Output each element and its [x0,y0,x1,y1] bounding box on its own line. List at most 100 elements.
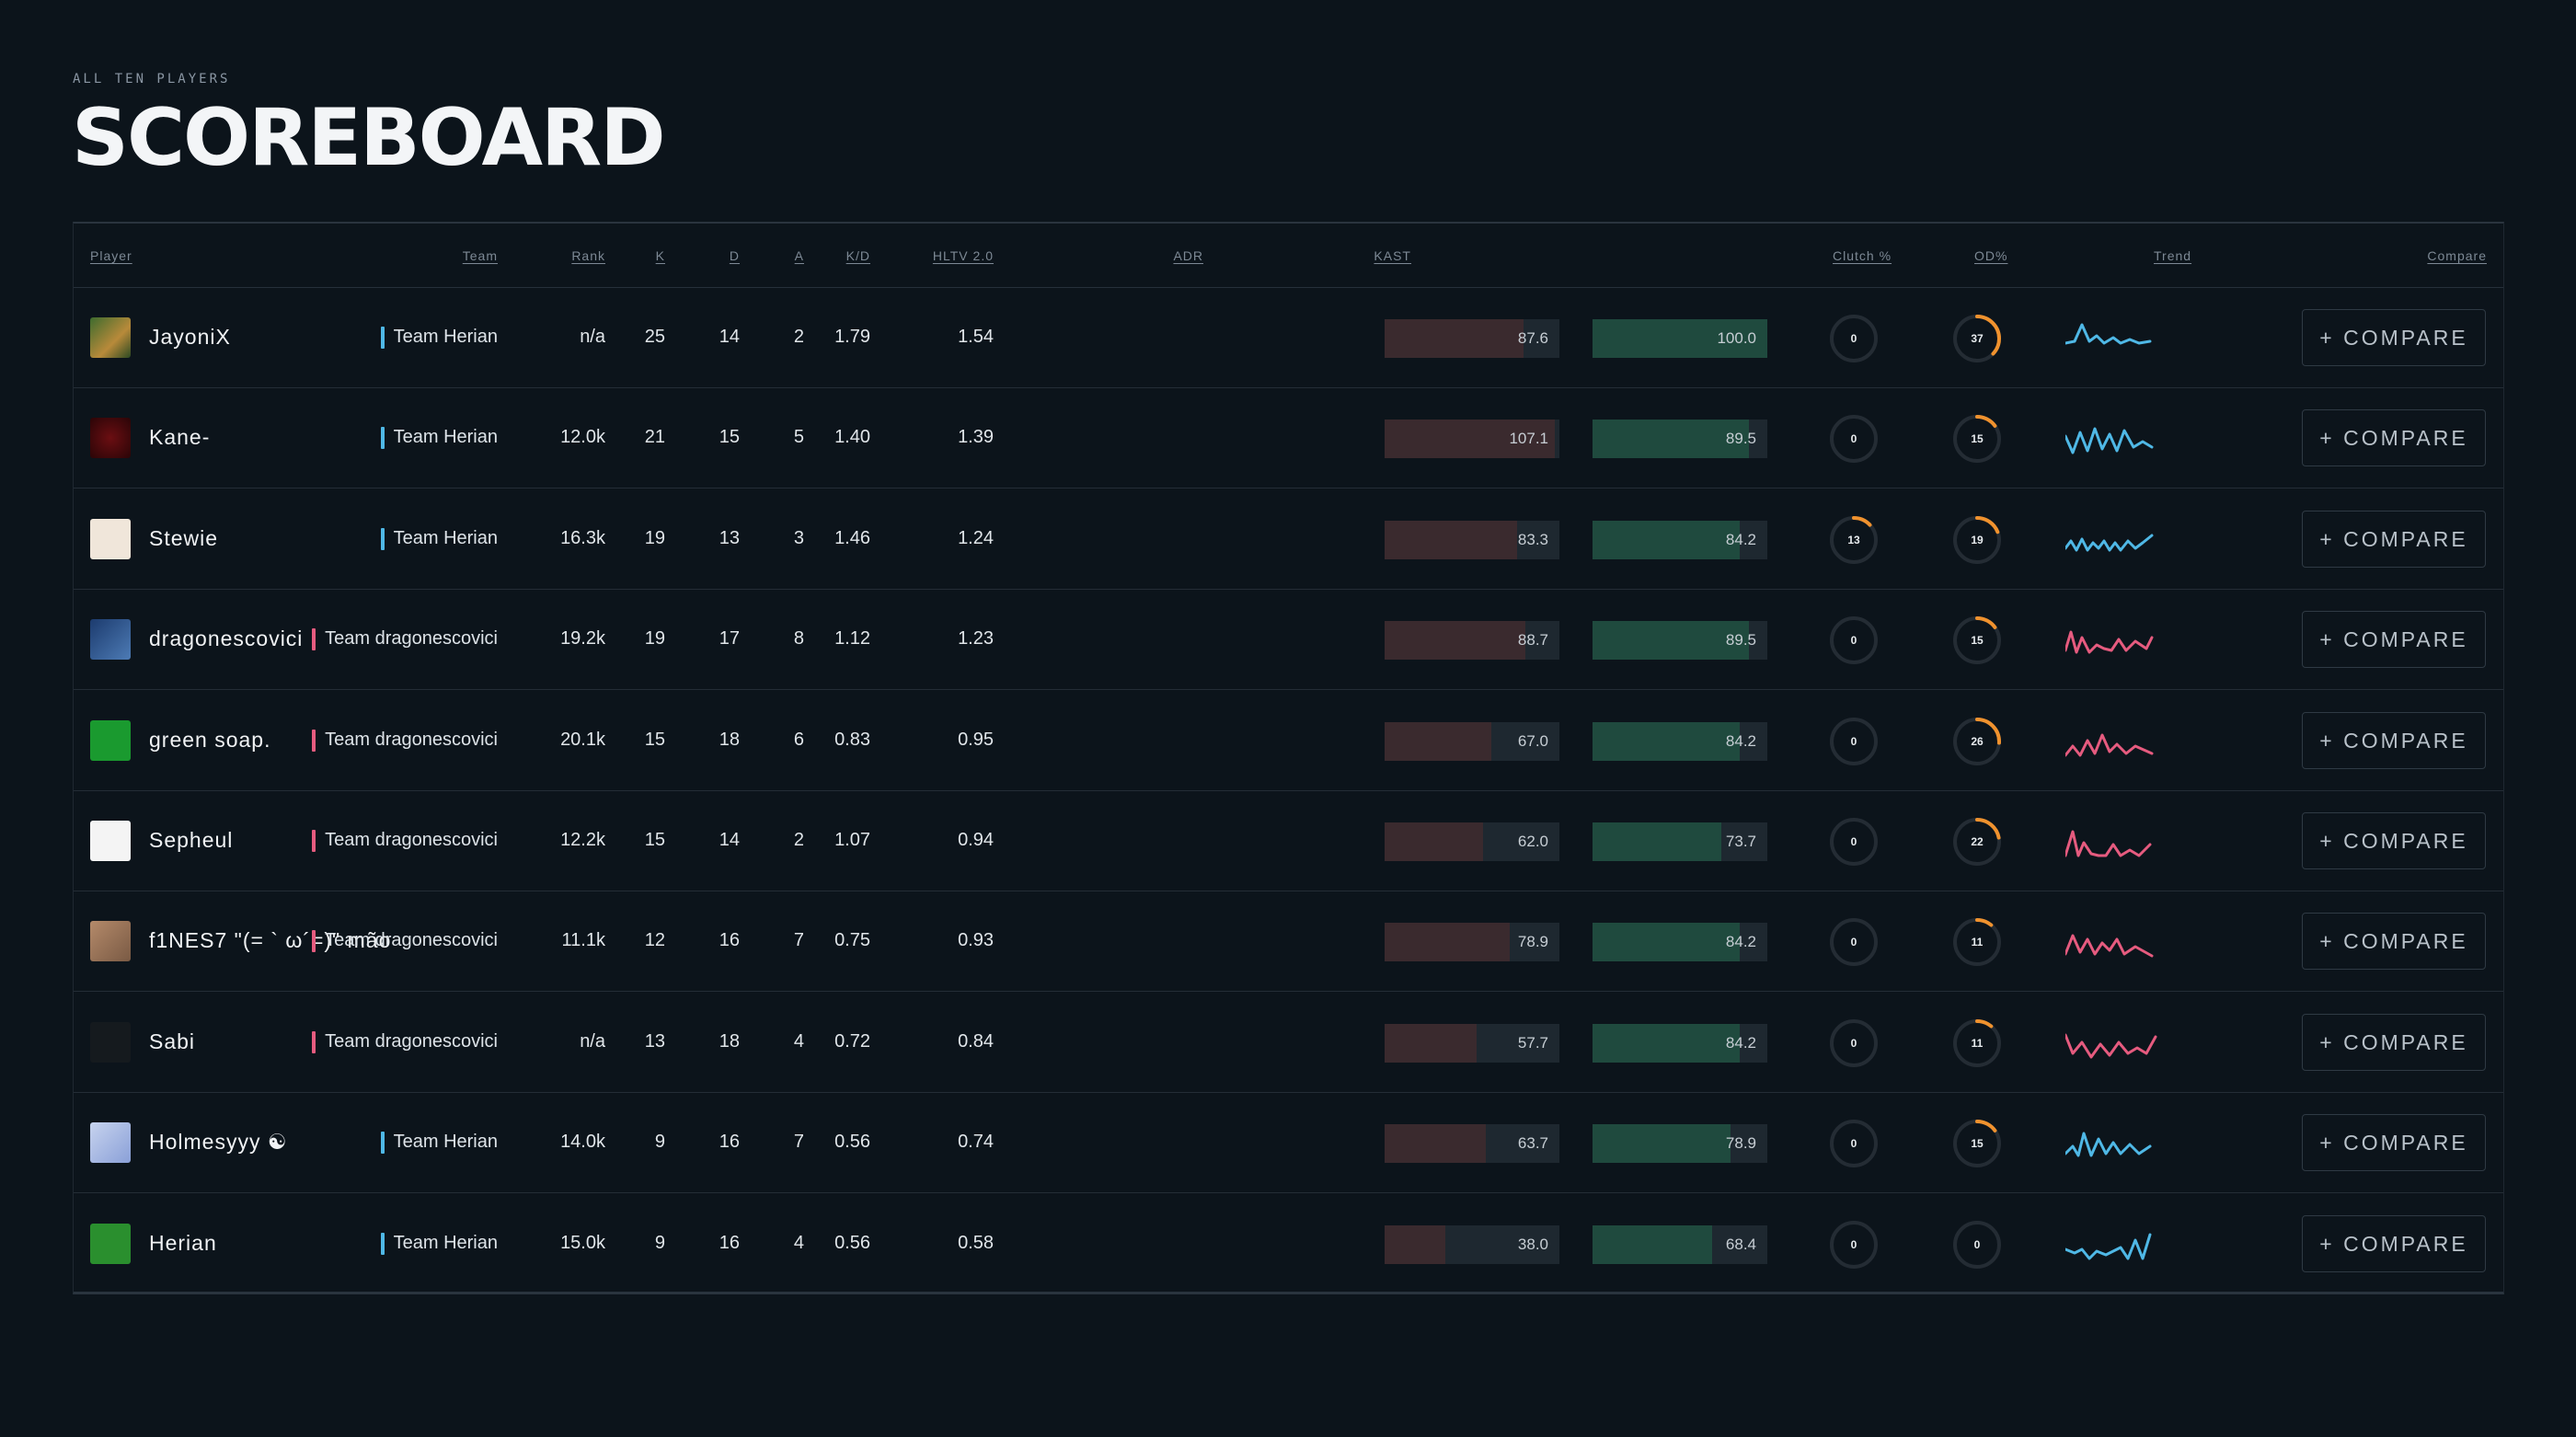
kast-value: 68.4 [1725,1235,1756,1253]
scoreboard-table: Player Team Rank K D A K/D HLTV 2.0 ADR … [73,222,2504,1294]
col-hltv[interactable]: HLTV 2.0 [932,248,994,263]
adr-bar-fill [1385,1224,1445,1264]
compare-button[interactable]: + COMPARE [2302,812,2486,869]
col-kd[interactable]: K/D [845,248,870,263]
kd-value: 1.79 [834,327,870,347]
player-name[interactable]: Herian [149,1230,217,1255]
compare-button[interactable]: + COMPARE [2302,913,2486,971]
adr-bar-fill [1385,621,1526,661]
kast-bar: 100.0 [1593,319,1767,358]
player-name[interactable]: green soap. [149,727,271,752]
adr-value: 78.9 [1517,933,1548,951]
adr-bar: 38.0 [1385,1224,1559,1264]
table-row: Herian Team Herian 15.0k 9 16 4 0.56 0.5… [74,1194,2503,1294]
page-title: SCOREBOARD [72,92,666,184]
rank-value: 12.2k [560,830,605,850]
kast-bar-fill [1593,822,1722,861]
compare-button[interactable]: + COMPARE [2302,409,2486,467]
compare-button[interactable]: + COMPARE [2302,510,2486,568]
table-row: Holmesyyy ☯ Team Herian 14.0k 9 16 7 0.5… [74,1093,2503,1194]
deaths-value: 14 [719,327,740,347]
od-ring: 15 [1951,413,2003,465]
photo-avatar [90,921,131,962]
adr-bar-fill [1385,923,1511,962]
trend-sparkline [2065,1132,2152,1157]
compare-button[interactable]: + COMPARE [2302,611,2486,669]
deaths-value: 15 [719,427,740,448]
assists-value: 5 [793,427,804,448]
team-name: Team Herian [380,327,498,349]
col-od[interactable]: OD% [1974,248,2008,263]
col-k[interactable]: K [655,248,665,263]
clutch-value: 0 [1850,332,1857,345]
col-player[interactable]: Player [90,248,132,263]
eyebrow-label: ALL TEN PLAYERS [73,72,231,86]
compare-button[interactable]: + COMPARE [2302,309,2486,366]
assists-value: 8 [793,628,804,650]
player-name[interactable]: Holmesyyy ☯ [149,1130,288,1155]
col-team[interactable]: Team [462,248,498,263]
clutch-value: 0 [1850,634,1857,648]
player-name[interactable]: dragonescovici [149,627,304,651]
deaths-value: 18 [719,729,740,750]
clutch-ring: 0 [1828,1219,1880,1270]
od-value: 26 [1971,734,1984,748]
od-value: 15 [1971,634,1984,648]
kast-bar-fill [1593,1224,1712,1264]
col-adr[interactable]: ADR [1173,248,1203,263]
player-name[interactable]: Sepheul [149,828,234,852]
col-a[interactable]: A [794,248,804,263]
col-d[interactable]: D [729,248,740,263]
hltv-value: 0.74 [958,1132,994,1153]
rank-value: 16.3k [560,527,605,548]
assists-value: 6 [793,729,804,750]
compare-button[interactable]: + COMPARE [2302,1114,2486,1172]
kd-value: 1.46 [834,527,870,548]
compare-button[interactable]: + COMPARE [2302,1214,2486,1272]
hltv-value: 0.93 [958,930,994,951]
kast-bar-fill [1593,520,1740,559]
kd-value: 0.75 [834,930,870,951]
clutch-ring: 13 [1828,514,1880,566]
clutch-value: 13 [1847,533,1860,546]
compare-button[interactable]: + COMPARE [2302,1013,2486,1071]
monogram-avatar [90,821,131,861]
clutch-ring: 0 [1828,916,1880,968]
kast-value: 73.7 [1725,833,1756,850]
kast-bar-fill [1593,1124,1731,1164]
kast-value: 84.2 [1725,731,1756,750]
player-name[interactable]: Sabi [149,1029,196,1053]
kast-bar: 73.7 [1593,822,1767,861]
player-name[interactable]: JayoniX [149,325,231,349]
col-clutch[interactable]: Clutch % [1833,248,1892,263]
deaths-value: 16 [719,1132,740,1153]
pepe-sunglasses-avatar [90,1223,131,1264]
col-rank[interactable]: Rank [571,248,605,263]
clutch-value: 0 [1850,1237,1857,1251]
adr-bar-fill [1385,420,1555,459]
kast-bar-fill [1593,721,1740,761]
hltv-value: 1.24 [958,527,994,548]
anime-avatar [90,1122,131,1164]
adr-bar: 88.7 [1385,621,1559,661]
deaths-value: 16 [719,1232,740,1253]
clutch-ring: 0 [1828,615,1880,666]
table-row: Kane- Team Herian 12.0k 21 15 5 1.40 1.3… [74,388,2503,489]
hltv-value: 0.95 [958,729,994,750]
team-name: Team Herian [380,527,498,550]
player-name[interactable]: Kane- [149,425,211,450]
clutch-value: 0 [1850,432,1857,446]
player-name[interactable]: f1NES7 "(= ` ω´=)" mão [149,928,392,953]
adr-bar: 83.3 [1385,520,1559,559]
od-ring: 26 [1951,716,2003,767]
player-name[interactable]: Stewie [149,525,219,550]
adr-bar-fill [1385,822,1484,861]
col-kast[interactable]: KAST [1374,248,1411,263]
trend-sparkline [2065,427,2154,454]
table-row: Sabi Team dragonescovici n/a 13 18 4 0.7… [74,993,2503,1093]
kast-value: 84.2 [1725,1033,1756,1052]
team-name: Team dragonescovici [312,830,498,852]
kast-bar: 84.2 [1593,721,1767,761]
compare-button[interactable]: + COMPARE [2302,711,2486,769]
trend-sparkline [2065,630,2154,654]
